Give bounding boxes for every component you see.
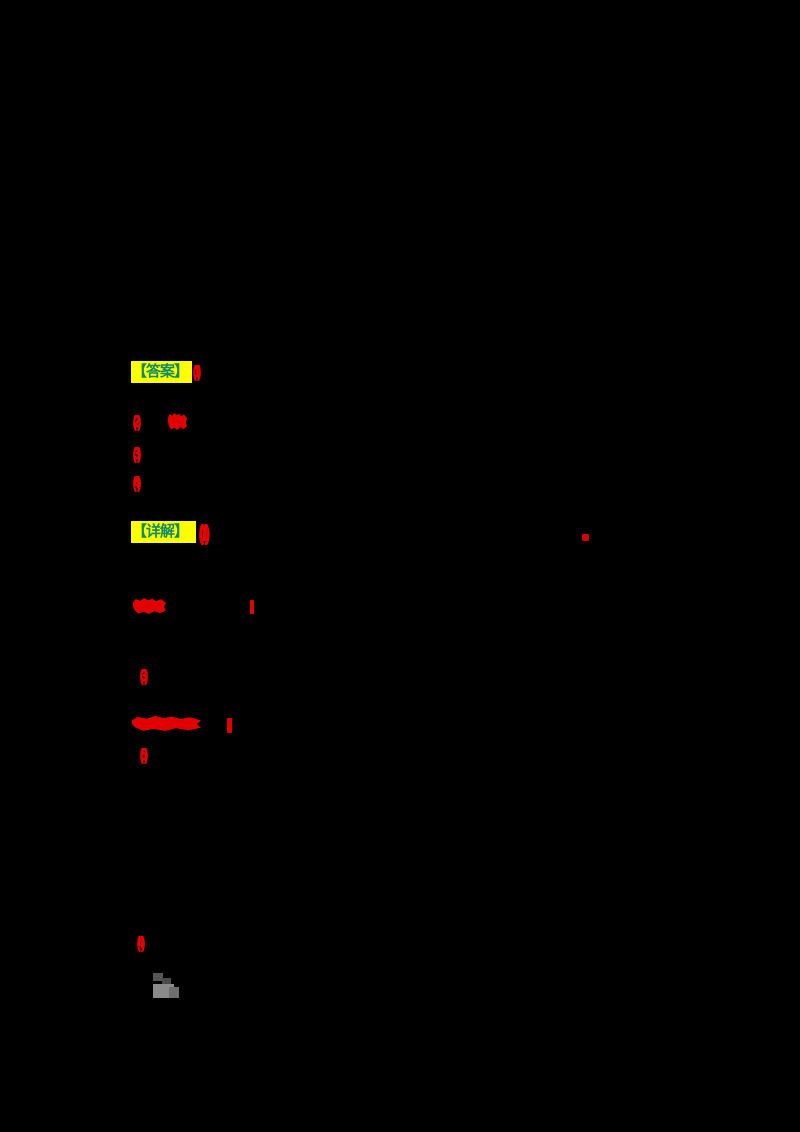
detail-item-3-number: (3) [140, 666, 148, 685]
illegible-red-mark [132, 716, 201, 731]
answer-item-3-number: (3) [133, 444, 141, 463]
red-tick-mark [227, 718, 232, 733]
red-dot-mark [582, 534, 589, 541]
detail-label-highlight: 【详解】 [131, 521, 196, 543]
illegible-red-mark [133, 598, 166, 614]
red-tick-mark [250, 600, 254, 614]
detail-item-5-number: (5) [140, 745, 148, 764]
answer-item-1-number: (1) [193, 362, 201, 381]
detail-item-4-number: (4) [137, 933, 145, 952]
answer-item-2-number: (2) [133, 412, 141, 431]
detail-item-1-number: (1) [199, 522, 210, 545]
pointer-fragment-icon [153, 972, 183, 1007]
answer-item-4-number: (4) [133, 473, 141, 492]
answer-label-highlight: 【答案】 [131, 361, 192, 383]
illegible-red-mark [168, 413, 187, 430]
